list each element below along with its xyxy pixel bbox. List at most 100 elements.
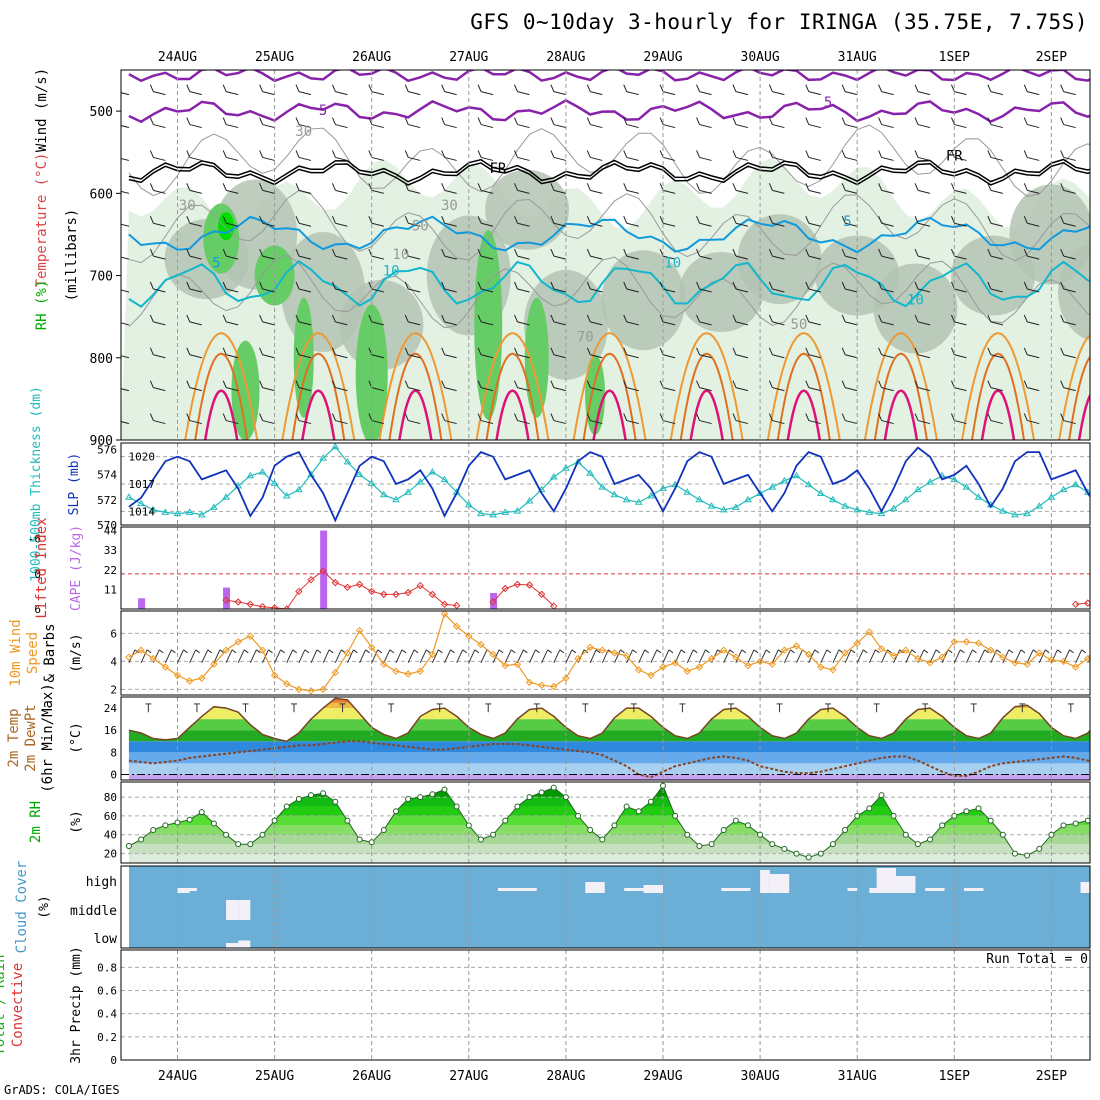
thickness-point — [1011, 510, 1019, 518]
wind-speed-point — [865, 628, 874, 636]
wind-barb — [114, 85, 117, 92]
wind-barb — [295, 314, 300, 323]
wind-barb — [623, 413, 628, 421]
wind-barb — [550, 216, 555, 224]
axis-label-group: Wind (m/s) — [34, 68, 50, 152]
wind-barb — [441, 380, 446, 388]
cloud-bar — [869, 888, 882, 893]
wind-barb — [772, 124, 785, 129]
wind-barb — [987, 117, 992, 125]
wind-barb — [987, 216, 992, 224]
wind-speed-point — [974, 639, 983, 647]
rh-fill-grey — [873, 263, 958, 354]
wind-barb — [586, 216, 591, 224]
wind-barb — [207, 649, 213, 654]
wind-barb — [650, 649, 658, 664]
thickness-point — [1059, 485, 1068, 493]
wind-barb — [735, 649, 743, 664]
wind-barb — [480, 91, 494, 96]
cloud-panel-fill — [129, 866, 1091, 948]
wind-barb — [914, 117, 919, 125]
wind-barb — [845, 288, 858, 293]
wind-barb — [331, 183, 336, 191]
cape-panel-frame — [120, 526, 1091, 610]
wind-barb — [917, 321, 931, 326]
wind-barb — [590, 156, 603, 161]
wind-barb — [371, 387, 384, 392]
wind-barb — [768, 281, 773, 290]
date-label-bottom: 25AUG — [255, 1069, 294, 1084]
wind-barb — [808, 156, 821, 161]
cloud-background — [129, 866, 1090, 948]
wind-barb — [550, 150, 555, 158]
isotherm-diurnal — [281, 332, 356, 440]
date-label-top: 28AUG — [546, 50, 585, 65]
wind-speed-point — [270, 671, 279, 680]
wind-speed-point — [756, 657, 764, 666]
thickness-point — [877, 509, 886, 517]
wind-barb — [114, 381, 117, 388]
wind-tick-label: 4 — [110, 655, 117, 668]
date-label-top: 24AUG — [158, 50, 197, 65]
thickness-point — [889, 504, 898, 512]
wind-barb — [626, 288, 639, 293]
wind-barb — [805, 216, 810, 224]
wind-barb — [987, 84, 992, 92]
wind-barb — [768, 183, 773, 191]
rh-fill-grey — [737, 214, 822, 305]
wind-barb — [407, 649, 415, 664]
thickness-point — [707, 502, 716, 509]
wind-barb — [696, 314, 701, 323]
wind-barb — [553, 189, 567, 194]
wind-barb — [295, 150, 300, 158]
temp-tick-label: 0 — [110, 768, 117, 781]
wind-barb — [553, 321, 567, 326]
wind-barb — [1023, 380, 1028, 388]
cape-tick-label: 44 — [104, 525, 118, 538]
thickness-point — [464, 500, 473, 508]
rh-point — [392, 808, 399, 815]
wind-barb — [298, 255, 312, 260]
wind-barb — [408, 156, 421, 161]
wind-barb — [331, 216, 336, 224]
wind-barb — [887, 649, 892, 654]
li-point — [489, 598, 497, 606]
wind-barb — [987, 413, 992, 421]
li-tick-label: -6 — [28, 533, 41, 546]
wind-barb — [845, 255, 858, 260]
wind-barb — [586, 150, 591, 158]
wind-barb — [705, 649, 710, 654]
wind-barb — [231, 649, 237, 654]
wind-speed-point — [999, 653, 1007, 661]
thickness-point — [646, 492, 655, 499]
wind-speed-point — [902, 646, 910, 654]
rh-point — [259, 831, 266, 838]
cape-panel-fill — [121, 527, 1090, 609]
pressure-tick-label: 800 — [90, 352, 113, 367]
wind-barb — [517, 91, 530, 96]
wind-barb — [550, 183, 555, 191]
wind-barb — [186, 380, 191, 388]
wind-barb — [259, 314, 264, 323]
wind-speed-point — [598, 646, 607, 654]
wind-barb — [917, 354, 931, 359]
wind-barb — [331, 314, 336, 323]
isotherm-diurnal — [863, 332, 938, 440]
wind-barb — [623, 380, 628, 388]
wind-speed-point — [161, 663, 170, 671]
wind-barb — [517, 387, 530, 392]
isotherm-diurnal — [184, 332, 259, 440]
wind-barb — [408, 354, 421, 359]
wind-barb — [441, 84, 446, 92]
thickness-point — [477, 509, 485, 517]
wind-speed-point — [987, 646, 995, 654]
rh-point — [550, 784, 557, 791]
wind-speed-point — [452, 622, 461, 631]
wind-barb — [1063, 354, 1076, 359]
isotherm-diurnal — [572, 332, 647, 440]
wind-barb — [408, 387, 421, 392]
wind-barb — [668, 649, 674, 654]
axis-label: 2m DewPt — [23, 704, 39, 771]
date-label-top: 25AUG — [255, 50, 294, 65]
wind-barb — [590, 222, 603, 227]
